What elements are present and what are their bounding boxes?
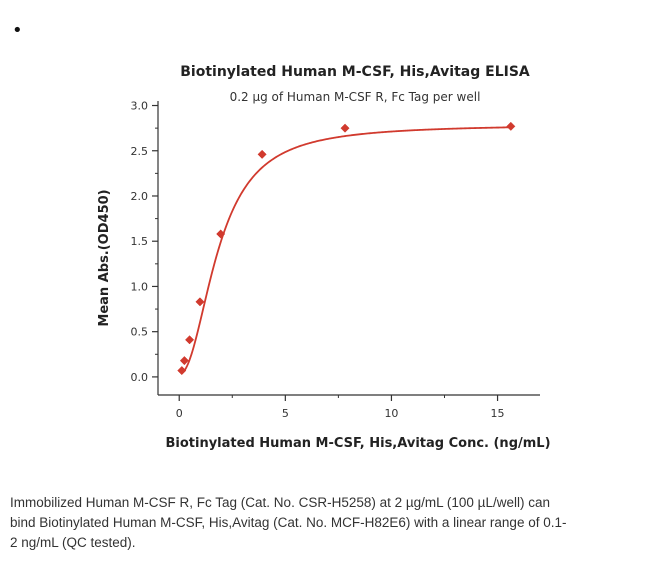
y-tick-label: 0.5: [131, 326, 149, 339]
x-tick-label: 0: [176, 407, 183, 420]
data-point-2: [185, 335, 195, 345]
data-point-4: [216, 229, 226, 239]
data-point-6: [340, 123, 350, 133]
data-point-0: [177, 366, 187, 376]
data-point-7: [506, 121, 516, 131]
data-points: [177, 121, 516, 376]
y-tick-label: 3.0: [131, 100, 149, 113]
y-tick-label: 2.5: [131, 145, 149, 158]
y-tick-label: 1.5: [131, 235, 149, 248]
figure-caption: Immobilized Human M-CSF R, Fc Tag (Cat. …: [10, 493, 640, 553]
caption-line-2: bind Biotinylated Human M-CSF, His,Avita…: [10, 515, 567, 530]
x-axis-label: Biotinylated Human M-CSF, His,Avitag Con…: [165, 436, 550, 451]
data-point-5: [257, 149, 267, 159]
caption-line-3: 2 ng/mL (QC tested).: [10, 535, 136, 550]
data-point-3: [195, 297, 205, 307]
y-tick-label: 2.0: [131, 190, 149, 203]
caption-line-1: Immobilized Human M-CSF R, Fc Tag (Cat. …: [10, 495, 550, 510]
elisa-chart: 0.0 0.5 1.0 1.5 2.0 2.5 3.0 0 5 10 15 Mean Abs.(OD…: [97, 100, 551, 451]
x-tick-label: 10: [384, 407, 398, 420]
chart-title: Biotinylated Human M-CSF, His,Avitag ELI…: [180, 64, 530, 80]
axes: 0.0 0.5 1.0 1.5 2.0 2.5 3.0 0 5 10 15: [131, 100, 540, 420]
x-tick-label: 5: [282, 407, 289, 420]
y-tick-label: 1.0: [131, 280, 149, 293]
bullet-mark: •: [12, 20, 23, 41]
fit-curve-layer: [181, 126, 511, 375]
data-point-1: [179, 356, 189, 366]
y-tick-label: 0.0: [131, 371, 149, 384]
fit-curve: [181, 126, 511, 375]
y-axis-label: Mean Abs.(OD450): [97, 189, 112, 326]
x-tick-label: 15: [491, 407, 505, 420]
chart-subtitle: 0.2 µg of Human M-CSF R, Fc Tag per well: [229, 90, 481, 104]
